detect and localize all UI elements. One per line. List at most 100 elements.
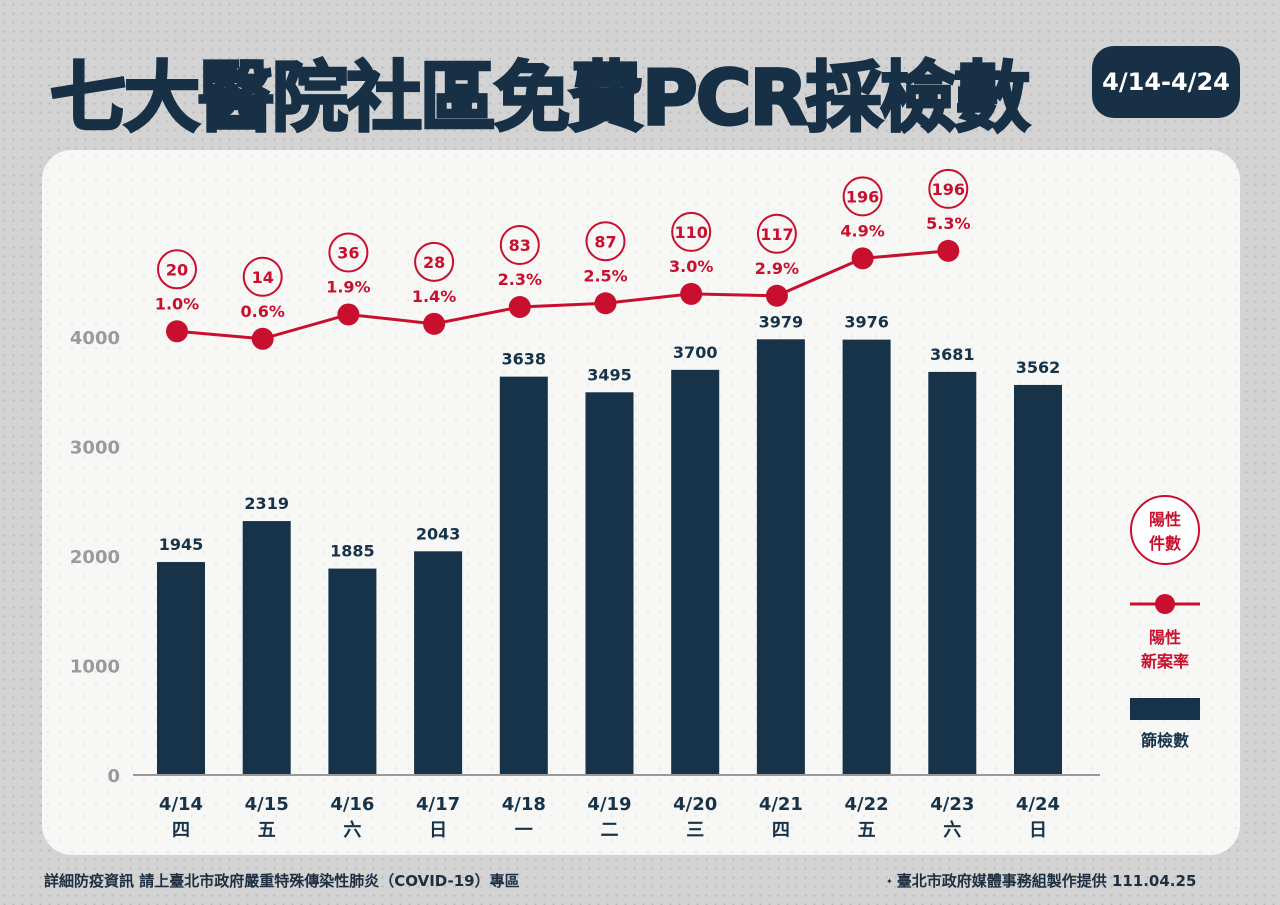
count-circle	[756, 213, 797, 254]
x-weekday-label: 三	[686, 820, 704, 841]
positive-count-label: 20	[166, 260, 188, 279]
bar-value-label: 3562	[1016, 358, 1061, 377]
y-tick-label: 1000	[70, 657, 120, 678]
count-circle	[328, 232, 369, 273]
rate-point	[680, 282, 703, 305]
bar-value-label: 3700	[673, 343, 718, 362]
legend-count-label: 陽性	[1149, 510, 1181, 529]
rate-label: 3.0%	[669, 257, 713, 276]
rate-point	[851, 247, 874, 270]
x-tick-label: 4/19	[587, 794, 631, 815]
bar-4/17	[414, 551, 463, 775]
positive-count-label: 28	[423, 253, 445, 272]
y-tick-label: 3000	[70, 438, 120, 459]
rate-point	[594, 292, 617, 315]
x-tick-label: 4/24	[1016, 794, 1060, 815]
count-circle	[585, 221, 626, 262]
rate-label: 2.5%	[583, 266, 627, 285]
bar-4/18	[499, 376, 548, 775]
rate-label: 1.9%	[326, 277, 370, 296]
bar-value-label: 3495	[587, 365, 632, 384]
bar-value-label: 3976	[844, 313, 889, 332]
legend-count-label: 件數	[1149, 534, 1181, 553]
legend-rate-label: 陽性	[1149, 628, 1181, 647]
bar-4/20	[671, 369, 720, 775]
footer-credit-text: 臺北市政府媒體事務組製作提供 111.04.25	[896, 872, 1197, 890]
bar-value-label: 2319	[244, 494, 289, 513]
bar-4/15	[242, 521, 291, 775]
rate-line	[176, 249, 949, 341]
legend-rate-label: 新案率	[1141, 652, 1189, 671]
bar-value-label: 2043	[416, 524, 461, 543]
bar-4/22	[842, 339, 891, 775]
y-tick-label: 0	[107, 766, 120, 787]
x-tick-label: 4/21	[759, 794, 803, 815]
page-title: 七大醫院社區免費PCR採檢數	[49, 52, 1032, 144]
bar-value-label: 3681	[930, 345, 975, 364]
bar-4/14	[157, 562, 205, 775]
positive-count-label: 83	[509, 236, 531, 255]
y-tick-label: 2000	[70, 547, 120, 568]
x-weekday-label: 六	[943, 819, 961, 841]
x-weekday-label: 一	[515, 820, 533, 841]
x-tick-label: 4/23	[930, 794, 974, 815]
x-tick-label: 4/15	[245, 794, 289, 815]
date-range-badge: 4/14-4/24	[1092, 46, 1240, 118]
count-circle	[157, 249, 197, 290]
bar-4/21	[756, 339, 805, 775]
x-weekday-label: 五	[258, 820, 276, 841]
rate-label: 4.9%	[840, 221, 884, 240]
positive-count-label: 196	[932, 180, 965, 199]
x-tick-label: 4/14	[159, 794, 203, 815]
x-tick-label: 4/18	[502, 794, 546, 815]
positive-count-label: 14	[252, 268, 274, 287]
rate-point	[765, 284, 788, 307]
footer-info: 詳細防疫資訊 請上臺北市政府嚴重特殊傳染性肺炎（COVID-19）專區	[44, 872, 520, 890]
rate-label: 1.0%	[155, 294, 199, 313]
x-tick-label: 4/16	[330, 794, 374, 815]
footer-credit: ✦ 臺北市政府媒體事務組製作提供 111.04.25	[886, 870, 1196, 891]
x-weekday-label: 日	[1029, 820, 1047, 841]
bar-value-label: 3979	[759, 312, 804, 331]
bar-value-label: 1945	[159, 535, 204, 554]
bar-4/24	[1014, 384, 1062, 775]
rate-point	[423, 312, 446, 335]
legend-bar-swatch	[1130, 698, 1200, 720]
count-circle	[928, 168, 969, 209]
x-tick-label: 4/17	[416, 794, 460, 815]
x-weekday-label: 五	[858, 820, 876, 841]
rate-label: 2.9%	[755, 259, 799, 278]
positive-count-label: 196	[846, 187, 879, 206]
legend-count-circle	[1130, 495, 1200, 565]
positive-count-label: 87	[594, 232, 616, 251]
rate-label: 1.4%	[412, 287, 456, 306]
x-weekday-label: 二	[601, 820, 619, 841]
count-circle	[842, 176, 883, 217]
positive-count-label: 36	[337, 243, 359, 262]
rate-point	[251, 327, 274, 350]
count-circle	[242, 256, 283, 297]
x-weekday-label: 四	[172, 820, 190, 841]
bar-4/23	[928, 371, 977, 775]
count-circle	[671, 211, 712, 252]
rate-label: 5.3%	[926, 214, 970, 233]
count-circle	[499, 224, 540, 265]
rate-label: 0.6%	[241, 302, 285, 321]
bar-value-label: 1885	[330, 542, 375, 561]
bar-4/19	[585, 392, 634, 775]
rate-point	[337, 303, 360, 326]
positive-count-label: 117	[760, 225, 793, 244]
rate-point	[937, 239, 960, 262]
legend-rate-point	[1155, 594, 1175, 614]
bar-4/16	[328, 568, 377, 775]
count-circle	[414, 241, 455, 282]
rate-point	[508, 295, 531, 318]
x-tick-label: 4/20	[673, 794, 717, 815]
positive-count-label: 110	[674, 223, 707, 242]
x-weekday-label: 四	[772, 820, 790, 841]
bar-value-label: 3638	[502, 350, 547, 369]
x-tick-label: 4/22	[845, 794, 889, 815]
y-tick-label: 4000	[70, 328, 120, 349]
rate-label: 2.3%	[498, 270, 542, 289]
